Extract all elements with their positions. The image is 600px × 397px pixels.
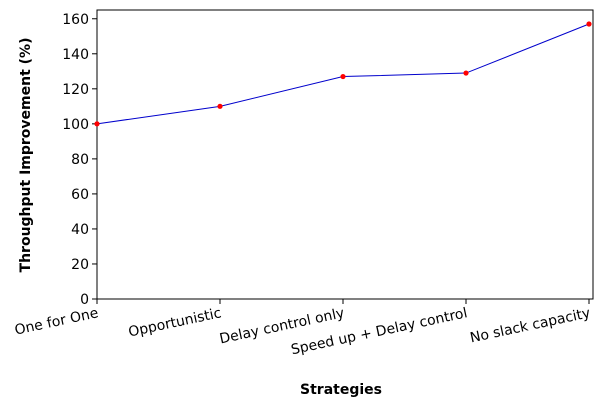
x-tick-label: Opportunistic xyxy=(127,305,223,340)
data-point xyxy=(463,70,469,76)
x-tick-label: No slack capacity xyxy=(469,305,592,346)
x-axis-title: Strategies xyxy=(300,382,382,397)
y-tick-label: 140 xyxy=(62,47,89,63)
data-point xyxy=(340,73,346,80)
series-group xyxy=(94,21,592,127)
data-point xyxy=(94,121,100,127)
y-tick-label: 60 xyxy=(71,187,89,203)
y-tick-label: 160 xyxy=(62,12,89,28)
series-line xyxy=(96,23,590,125)
y-tick-label: 80 xyxy=(71,152,89,168)
y-axis-title: Throughput Improvement (%) xyxy=(18,38,34,273)
y-tick-label: 20 xyxy=(71,257,89,273)
y-tick-label: 0 xyxy=(80,292,89,308)
data-point xyxy=(217,103,223,109)
data-point xyxy=(586,21,592,27)
y-axis: 0 20 40 60 80 100 120 140 160 xyxy=(62,12,97,308)
x-tick-label: One for One xyxy=(13,305,100,338)
plot-frame xyxy=(96,9,594,300)
y-tick-label: 100 xyxy=(62,117,89,133)
y-tick-label: 120 xyxy=(62,82,89,98)
y-tick-label: 40 xyxy=(71,222,89,238)
